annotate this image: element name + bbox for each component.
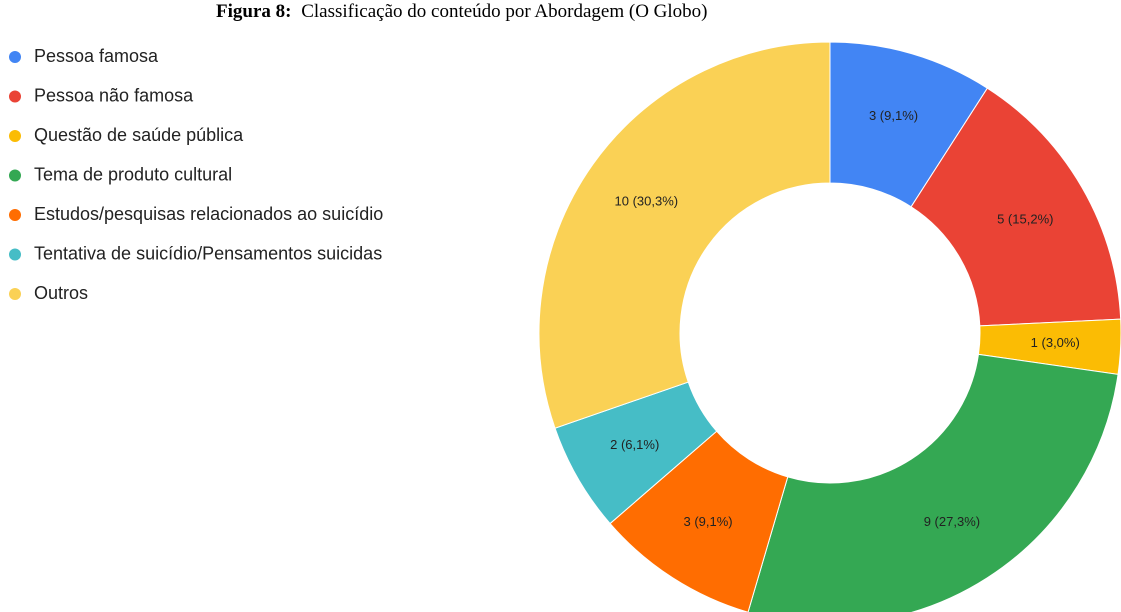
donut-slice — [747, 353, 1119, 612]
legend-label: Outros — [34, 283, 88, 303]
legend-marker — [9, 90, 21, 103]
legend-marker — [9, 51, 21, 63]
legend-marker — [9, 288, 21, 300]
legend-marker — [9, 209, 21, 221]
slice-label: 2 (6,1%) — [610, 437, 659, 452]
slice-label: 3 (9,1%) — [869, 108, 918, 123]
donut-slice — [538, 41, 831, 429]
legend-marker — [9, 169, 21, 182]
slice-label: 9 (27,3%) — [924, 514, 980, 529]
figure-label: Figura 8: — [216, 1, 291, 22]
legend-label: Tentativa de suicídio/Pensamentos suicid… — [34, 243, 382, 263]
donut-slice — [910, 87, 1121, 327]
legend-label: Estudos/pesquisas relacionados ao suicíd… — [34, 204, 383, 224]
legend-label: Tema de produto cultural — [34, 164, 232, 184]
slice-label: 3 (9,1%) — [684, 514, 733, 529]
legend-label: Questão de saúde pública — [34, 125, 244, 145]
legend-label: Pessoa famosa — [34, 46, 159, 66]
chart-title: Figura 8: Classificação do conteúdo por … — [216, 1, 708, 22]
slice-label: 5 (15,2%) — [997, 212, 1053, 227]
legend-marker — [9, 130, 21, 142]
legend-marker — [9, 248, 21, 261]
title-text: Classificação do conteúdo por Abordagem … — [301, 1, 707, 22]
legend-label: Pessoa não famosa — [34, 85, 194, 105]
slice-label: 10 (30,3%) — [615, 194, 679, 209]
slice-label: 1 (3,0%) — [1031, 335, 1080, 350]
